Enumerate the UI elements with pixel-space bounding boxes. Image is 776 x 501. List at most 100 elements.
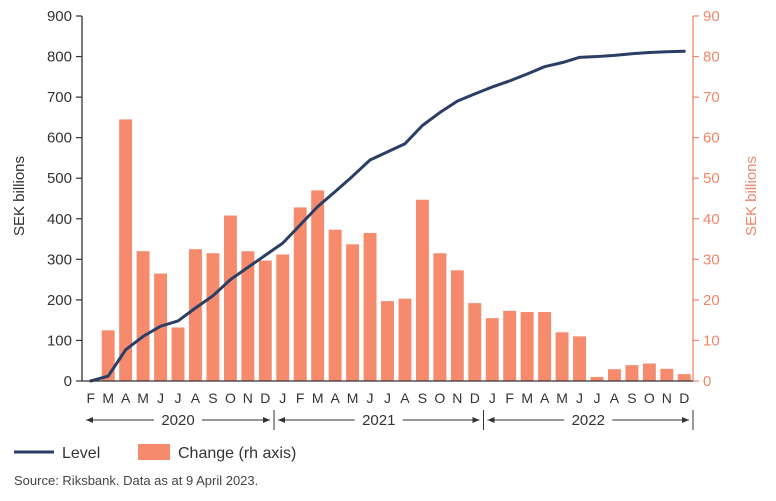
change-bar: [398, 298, 412, 381]
month-tick-label: J: [175, 390, 182, 406]
month-tick-label: S: [208, 390, 217, 406]
change-bar: [293, 207, 307, 381]
month-tick-label: M: [347, 390, 359, 406]
month-tick-label: J: [157, 390, 164, 406]
legend-level-label: Level: [62, 445, 100, 462]
change-bar: [328, 229, 342, 381]
month-tick-label: O: [434, 390, 445, 406]
month-tick-label: M: [556, 390, 568, 406]
left-tick-label: 900: [47, 8, 72, 25]
right-tick-label: 40: [703, 211, 720, 228]
left-tick-label: 500: [47, 170, 72, 187]
change-bar: [555, 332, 569, 381]
change-bar: [346, 244, 360, 381]
month-tick-label: A: [330, 390, 340, 406]
right-tick-label: 50: [703, 170, 720, 187]
left-tick-label: 600: [47, 130, 72, 147]
left-tick-label: 300: [47, 251, 72, 268]
month-tick-label: M: [102, 390, 114, 406]
month-tick-label: M: [521, 390, 533, 406]
right-axis-title: SEK billions: [743, 156, 760, 236]
change-bar: [119, 119, 133, 382]
change-bar: [607, 369, 621, 381]
change-bar: [189, 249, 202, 381]
change-bar: [136, 251, 150, 381]
left-tick-label: 800: [47, 49, 72, 66]
month-tick-label: D: [260, 390, 270, 406]
month-tick-label: S: [418, 390, 427, 406]
month-tick-label: D: [679, 390, 689, 406]
month-tick-label: O: [644, 390, 655, 406]
change-bar: [223, 215, 237, 381]
right-tick-label: 0: [703, 373, 711, 390]
right-tick-label: 60: [703, 130, 720, 147]
month-tick-label: F: [505, 390, 514, 406]
change-bar: [677, 374, 691, 381]
change-bar: [642, 363, 656, 381]
left-axis-title: SEK billions: [11, 156, 28, 236]
month-tick-label: S: [627, 390, 636, 406]
month-tick-label: J: [279, 390, 286, 406]
month-tick-label: N: [243, 390, 253, 406]
month-tick-label: O: [225, 390, 236, 406]
source-note: Source: Riksbank. Data as at 9 April 202…: [14, 473, 258, 488]
right-tick-label: 20: [703, 292, 720, 309]
right-tick-label: 70: [703, 89, 720, 106]
month-tick-label: N: [662, 390, 672, 406]
month-tick-label: A: [610, 390, 620, 406]
change-bar: [625, 365, 639, 381]
month-tick-label: M: [312, 390, 324, 406]
month-tick-label: F: [86, 390, 95, 406]
change-bar: [206, 253, 220, 381]
right-tick-label: 10: [703, 332, 720, 349]
change-bar: [503, 310, 517, 381]
change-bar: [101, 330, 115, 381]
change-bars: [101, 119, 691, 382]
month-tick-label: J: [576, 390, 583, 406]
left-tick-label: 700: [47, 89, 72, 106]
legend-change-swatch: [138, 444, 170, 460]
change-bar: [538, 312, 552, 381]
level-line: [89, 49, 686, 383]
left-tick-label: 100: [47, 332, 72, 349]
change-bar: [573, 336, 586, 381]
change-bar: [381, 301, 394, 381]
change-bar: [450, 270, 464, 381]
right-tick-label: 30: [703, 251, 720, 268]
year-label: 2021: [362, 412, 395, 429]
month-tick-label: M: [137, 390, 149, 406]
month-tick-label: A: [400, 390, 410, 406]
left-tick-label: 200: [47, 292, 72, 309]
change-bar: [311, 190, 325, 381]
month-tick-label: N: [452, 390, 462, 406]
month-tick-label: J: [489, 390, 496, 406]
left-tick-label: 0: [64, 373, 72, 390]
month-tick-label: F: [296, 390, 305, 406]
month-tick-label: D: [470, 390, 480, 406]
month-tick-label: A: [540, 390, 550, 406]
month-tick-label: A: [121, 390, 131, 406]
change-bar: [485, 318, 499, 381]
change-bar: [415, 199, 429, 381]
month-tick-label: J: [367, 390, 374, 406]
year-label: 2020: [161, 412, 194, 429]
change-bar: [241, 251, 255, 381]
legend-change-label: Change (rh axis): [178, 445, 296, 462]
level-line-group: [89, 49, 686, 383]
legend: Level Change (rh axis): [14, 444, 296, 462]
axes: 0 100 200 300 400 500 600 700 800 900 0 10 20 30 40 50 6…: [47, 8, 720, 390]
change-bar: [276, 254, 290, 381]
right-tick-label: 80: [703, 49, 720, 66]
month-tick-label: A: [191, 390, 201, 406]
change-bar: [433, 253, 447, 381]
change-bar: [468, 303, 482, 381]
change-bar: [363, 232, 377, 381]
month-tick-label: J: [593, 390, 600, 406]
right-tick-label: 90: [703, 8, 720, 25]
change-bar: [660, 368, 674, 381]
left-tick-label: 400: [47, 211, 72, 228]
month-tick-label: J: [384, 390, 391, 406]
